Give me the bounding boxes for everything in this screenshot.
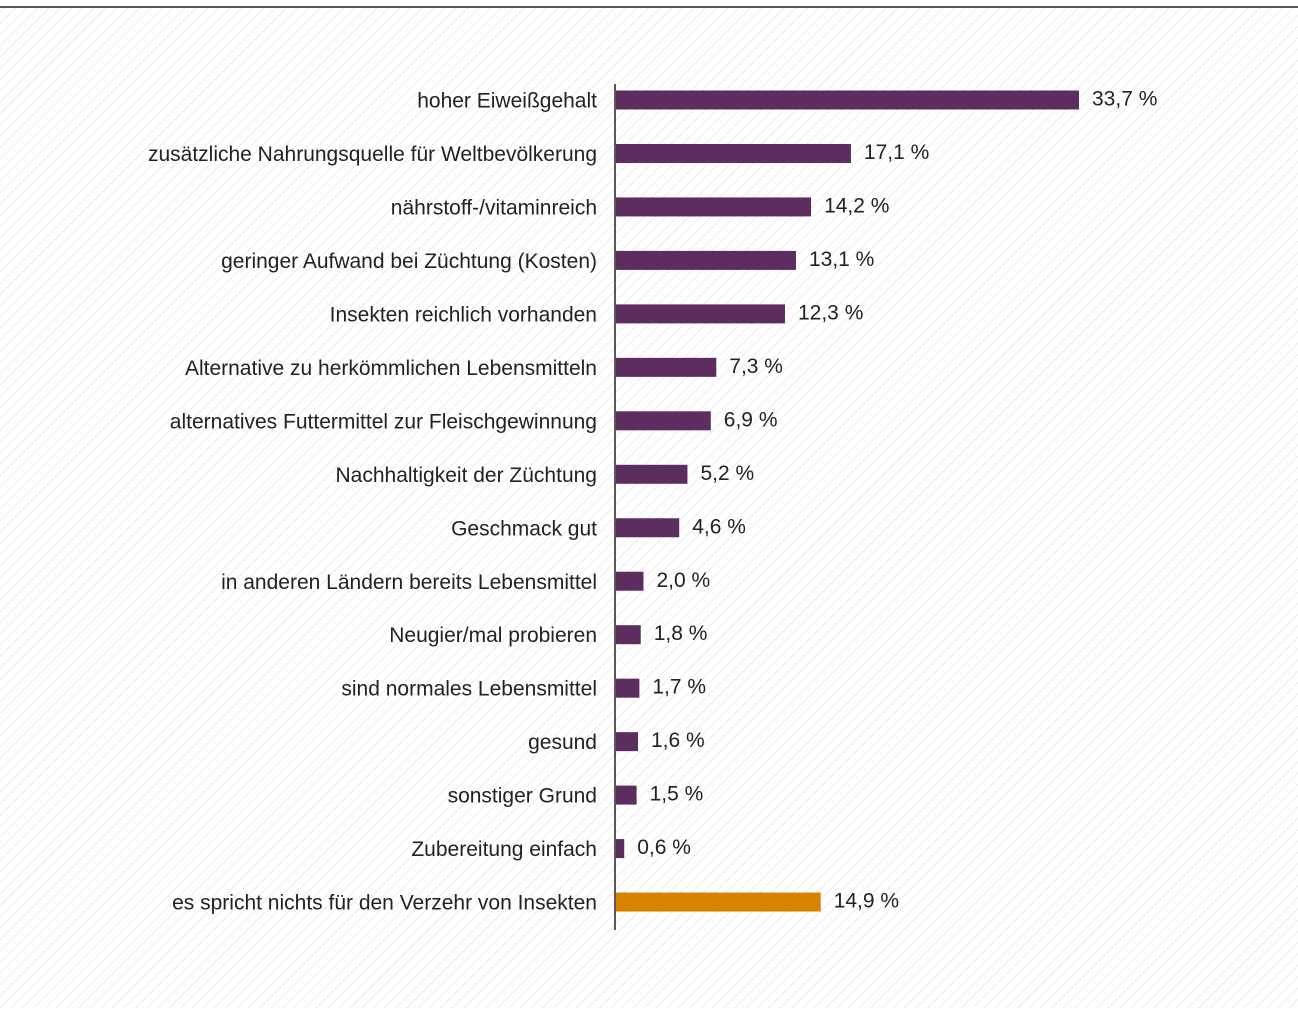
value-label: 4,6 % xyxy=(692,515,746,538)
bar xyxy=(616,732,638,752)
category-label: Neugier/mal probieren xyxy=(389,624,597,647)
value-label: 6,9 % xyxy=(724,408,778,431)
category-label: Alternative zu herkömmlichen Lebensmitte… xyxy=(185,357,597,380)
bar xyxy=(616,250,796,270)
bar xyxy=(616,518,680,538)
category-label: sind normales Lebensmittel xyxy=(341,678,597,701)
category-label: Geschmack gut xyxy=(451,517,597,540)
value-label: 14,9 % xyxy=(834,890,899,913)
category-label: alternatives Futtermittel zur Fleischgew… xyxy=(170,410,597,433)
bar xyxy=(616,357,717,377)
value-label: 17,1 % xyxy=(864,141,929,164)
category-label: hoher Eiweißgehalt xyxy=(417,90,597,113)
bar xyxy=(616,304,785,324)
value-label: 1,5 % xyxy=(650,783,704,806)
value-label: 1,6 % xyxy=(651,729,705,752)
bar xyxy=(616,411,711,431)
background xyxy=(0,8,1298,1008)
bar xyxy=(616,625,641,645)
category-label: Zubereitung einfach xyxy=(411,838,597,861)
value-label: 13,1 % xyxy=(809,248,874,271)
category-label: zusätzliche Nahrungsquelle für Weltbevöl… xyxy=(148,143,597,166)
value-label: 0,6 % xyxy=(637,836,691,859)
bar xyxy=(616,90,1079,110)
value-label: 1,7 % xyxy=(652,676,706,699)
value-label: 12,3 % xyxy=(798,301,863,324)
category-label: Nachhaltigkeit der Züchtung xyxy=(336,464,598,487)
value-label: 7,3 % xyxy=(729,355,783,378)
category-label: geringer Aufwand bei Züchtung (Kosten) xyxy=(221,250,597,273)
bar xyxy=(616,571,644,591)
value-label: 2,0 % xyxy=(656,569,710,592)
category-label: in anderen Ländern bereits Lebensmittel xyxy=(221,571,597,594)
value-label: 5,2 % xyxy=(700,462,754,485)
bar xyxy=(616,839,625,859)
category-label: sonstiger Grund xyxy=(448,785,597,808)
bar xyxy=(616,143,851,163)
category-label: nährstoff-/vitaminreich xyxy=(391,196,597,219)
value-label: 33,7 % xyxy=(1092,88,1157,111)
value-label: 14,2 % xyxy=(824,194,889,217)
category-label: gesund xyxy=(528,731,597,754)
bar xyxy=(616,785,637,805)
bar xyxy=(616,892,821,912)
value-label: 1,8 % xyxy=(654,622,708,645)
bar xyxy=(616,678,640,698)
category-label: es spricht nichts für den Verzehr von In… xyxy=(172,892,597,915)
bar xyxy=(616,197,812,217)
bar xyxy=(616,464,688,484)
category-label: Insekten reichlich vorhanden xyxy=(330,303,597,326)
